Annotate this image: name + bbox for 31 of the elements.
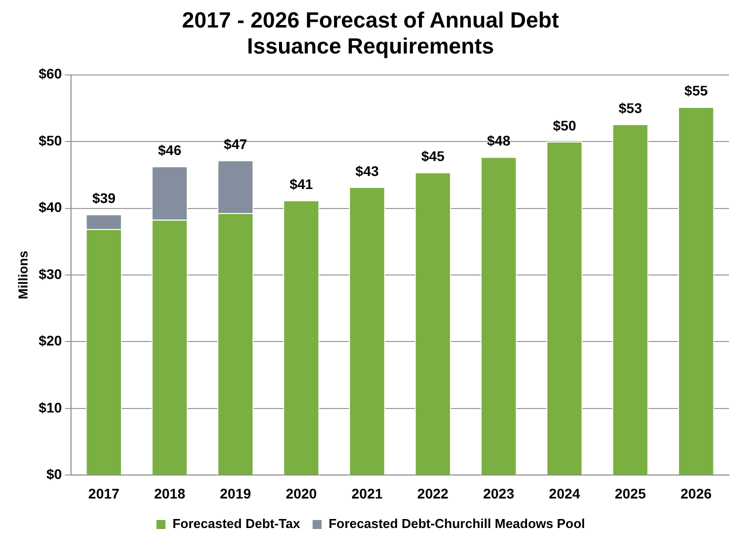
total-label: $43 — [355, 162, 379, 179]
y-tick-label: $50 — [38, 132, 62, 148]
legend-label: Forecasted Debt-Churchill Meadows Pool — [328, 516, 586, 532]
y-tick-label: $60 — [38, 66, 62, 82]
y-tick-label: $10 — [38, 399, 62, 416]
y-tick-label: $40 — [38, 199, 62, 216]
total-label: $55 — [684, 82, 708, 99]
y-axis-title: Millions — [15, 250, 30, 300]
total-label: $50 — [552, 117, 576, 134]
x-tick-label: 2023 — [483, 485, 514, 502]
x-tick-label: 2026 — [680, 485, 712, 502]
x-tick-label: 2020 — [286, 485, 318, 502]
legend-label: Forecasted Debt-Tax — [172, 516, 301, 532]
total-label: $41 — [290, 176, 314, 192]
x-tick-label: 2022 — [417, 485, 449, 502]
x-tick-label: 2019 — [220, 485, 252, 502]
y-tick-label: $0 — [46, 466, 62, 482]
x-tick-label: 2021 — [352, 485, 383, 502]
y-tick-label: $30 — [38, 266, 62, 282]
total-label: $53 — [618, 100, 642, 116]
y-tick-label: $20 — [38, 332, 62, 349]
x-tick-label: 2024 — [548, 485, 580, 502]
chart-title: 2017 - 2026 Forecast of Annual Debt Issuance Requirements — [182, 7, 560, 59]
total-label: $48 — [487, 132, 511, 149]
total-label: $45 — [421, 148, 445, 164]
total-label: $47 — [224, 136, 248, 152]
x-tick-label: 2018 — [154, 485, 186, 502]
total-label: $39 — [92, 190, 116, 206]
total-label: $46 — [158, 142, 182, 158]
x-tick-label: 2017 — [88, 485, 120, 502]
x-tick-label: 2025 — [614, 485, 646, 502]
